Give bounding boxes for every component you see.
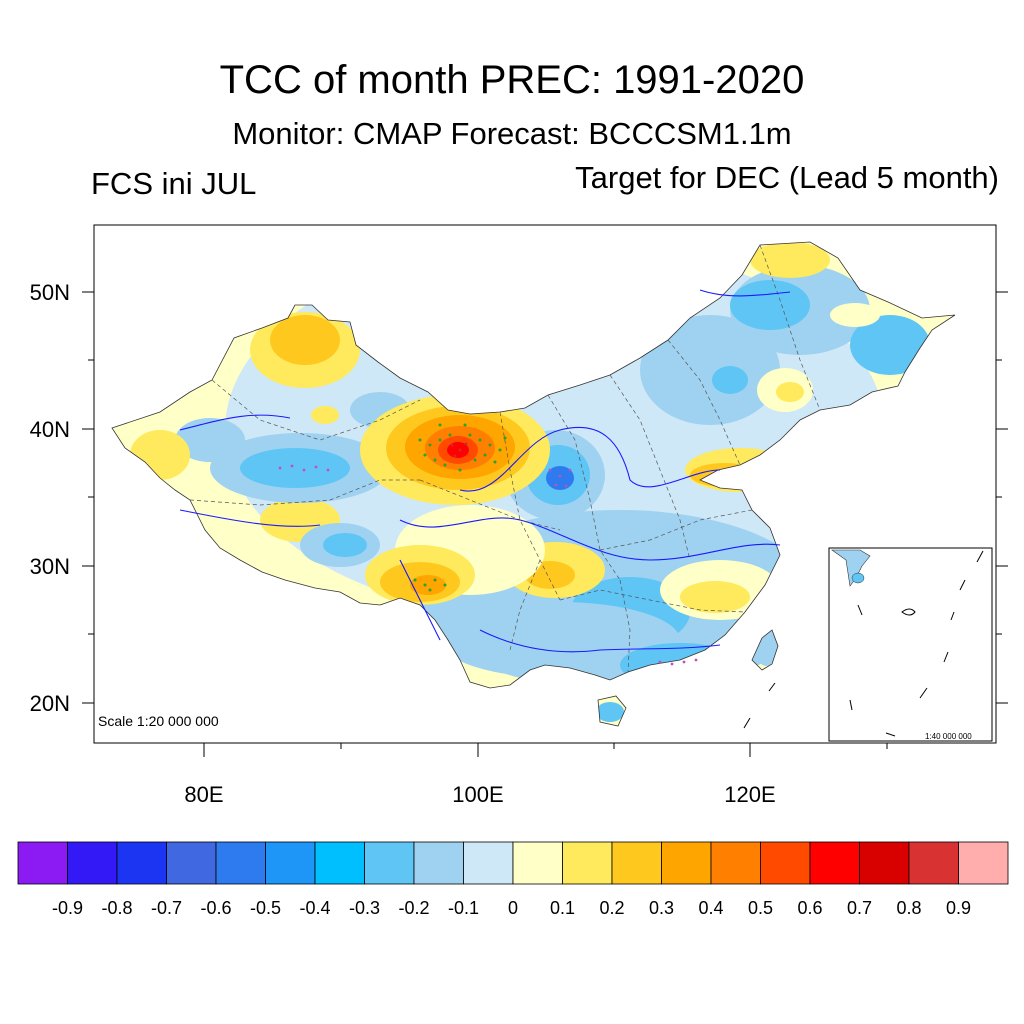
lat-label-50n: 50N <box>30 280 70 305</box>
colorbar-tick-label: 0.3 <box>649 898 674 918</box>
lon-label-80e: 80E <box>184 782 223 807</box>
map-title: TCC of month PREC: 1991-2020 <box>219 58 805 102</box>
colorbar-tick-label: -0.4 <box>299 898 330 918</box>
lat-label-20n: 20N <box>30 691 70 716</box>
significance-dots-strong <box>450 442 468 458</box>
colorbar-swatch <box>413 841 464 885</box>
lon-label-100e: 100E <box>452 782 503 807</box>
colorbar-tick-label: 0.4 <box>698 898 723 918</box>
colorbar-swatch <box>166 841 217 885</box>
colorbar-tick-label: 0.8 <box>896 898 921 918</box>
colorbar-tick-label: 0.7 <box>847 898 872 918</box>
colorbar-tick-label: 0.6 <box>797 898 822 918</box>
colorbar-tick-label: -0.1 <box>448 898 479 918</box>
colorbar-swatch <box>562 841 613 885</box>
colorbar-tick-label: 0 <box>508 898 518 918</box>
target-lead-label: Target for DEC (Lead 5 month) <box>575 160 999 195</box>
colorbar-swatch <box>364 841 415 885</box>
sea-boundary-marks <box>743 682 776 729</box>
colorbar-swatch <box>215 841 266 885</box>
province-boundaries <box>189 244 821 673</box>
lat-label-30n: 30N <box>30 554 70 579</box>
south-china-sea-inset: 1:40 000 000 <box>828 547 993 742</box>
lon-label-120e: 120E <box>724 782 775 807</box>
colorbar-swatch <box>859 841 910 885</box>
colorbar-swatch <box>116 841 167 885</box>
map-subtitle: Monitor: CMAP Forecast: BCCCSM1.1m <box>232 116 792 151</box>
significance-dots-negative <box>278 464 698 666</box>
colorbar-swatch <box>809 841 860 885</box>
colorbar-swatch <box>908 841 959 885</box>
colorbar-swatch <box>265 841 316 885</box>
colorbar-tick-label: -0.8 <box>101 898 132 918</box>
colorbar-swatch <box>512 841 563 885</box>
colorbar-labels: -0.9 -0.8 -0.7 -0.6 -0.5 -0.4 -0.3 -0.2 -0.1 0 0.1… <box>52 898 971 918</box>
main-scale-label: Scale 1:20 000 000 <box>98 713 219 729</box>
colorbar-tick-label: 0.5 <box>748 898 773 918</box>
colorbar-tick-label: 0.9 <box>946 898 971 918</box>
colorbar-tick-label: -0.6 <box>200 898 231 918</box>
colorbar-swatch <box>463 841 514 885</box>
rivers <box>179 289 791 653</box>
colorbar-tick-label: -0.7 <box>151 898 182 918</box>
colorbar-swatch <box>314 841 365 885</box>
colorbar-swatch <box>67 841 118 885</box>
colorbar-tick-label: -0.2 <box>398 898 429 918</box>
colorbar-swatch <box>661 841 712 885</box>
colorbar-swatch <box>760 841 811 885</box>
colorbar-swatch <box>611 841 662 885</box>
axis-ticks <box>82 291 1008 757</box>
significance-dots-positive <box>413 423 507 592</box>
colorbar-swatch <box>17 841 68 885</box>
colorbar <box>17 841 1009 885</box>
country-boundary <box>111 241 956 727</box>
colorbar-tick-label: -0.5 <box>250 898 281 918</box>
colorbar-tick-label: 0.2 <box>599 898 624 918</box>
colorbar-swatch <box>958 841 1009 885</box>
colorbar-swatch <box>710 841 761 885</box>
colorbar-tick-label: 0.1 <box>550 898 575 918</box>
colorbar-tick-label: -0.3 <box>349 898 380 918</box>
lat-label-40n: 40N <box>30 417 70 442</box>
colorbar-tick-label: -0.9 <box>52 898 83 918</box>
forecast-init-label: FCS ini JUL <box>91 166 257 201</box>
inset-scale-label: 1:40 000 000 <box>925 732 972 741</box>
